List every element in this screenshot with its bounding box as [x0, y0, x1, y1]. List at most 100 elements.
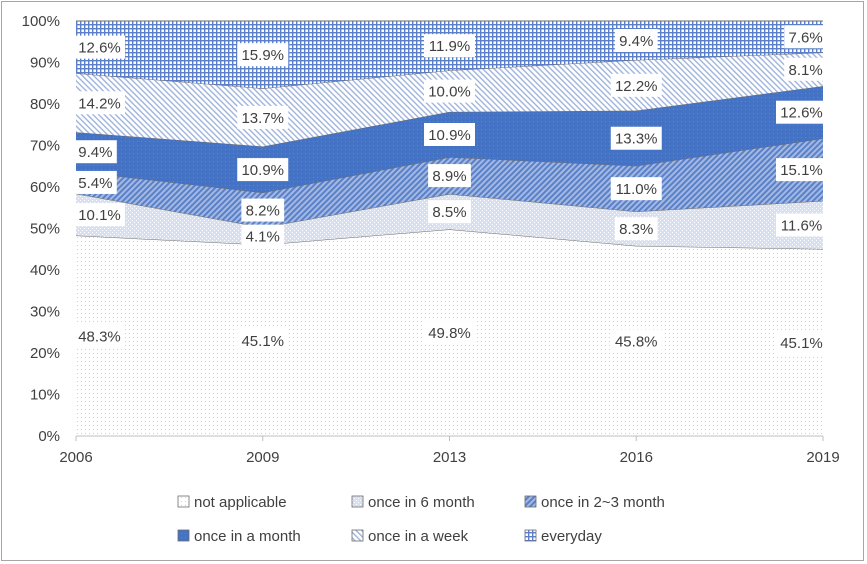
y-tick-label: 20%	[30, 345, 60, 362]
data-label-box	[237, 158, 289, 182]
data-label-text: 14.2%	[78, 95, 121, 112]
x-tick-label: 2009	[246, 449, 279, 466]
y-tick-label: 10%	[30, 387, 60, 404]
data-label-box	[776, 331, 827, 355]
axes: 2006 2009 2013 2016 2019 0% 10% 20% 30% 40% 50% 60%…	[22, 13, 840, 466]
legend-swatch	[351, 529, 364, 542]
x-tick-label: 2016	[620, 449, 653, 466]
data-label: 11.9%	[424, 34, 475, 58]
legend-label: everyday	[541, 528, 602, 545]
data-label: 15.9%	[237, 43, 289, 67]
x-tick-label: 2013	[433, 449, 466, 466]
data-label: 45.1%	[237, 328, 289, 352]
legend-item: once in 2~3 month	[524, 494, 665, 511]
data-label-text: 10.0%	[428, 84, 471, 101]
legend-swatch	[351, 495, 364, 508]
data-label-box	[610, 73, 662, 97]
y-tick-label: 40%	[30, 262, 60, 279]
data-label: 12.6%	[74, 35, 125, 59]
y-tick-label: 30%	[30, 304, 60, 321]
data-label-box	[237, 328, 289, 352]
data-label: 13.7%	[237, 105, 289, 129]
legend-item: once in a month	[177, 528, 301, 545]
data-label-box	[614, 29, 658, 53]
data-label-box	[424, 34, 475, 58]
data-label-box	[74, 35, 125, 59]
data-label-text: 13.3%	[615, 131, 658, 148]
data-label-text: 9.4%	[78, 144, 112, 161]
data-label-box	[428, 200, 471, 224]
data-label: 9.4%	[614, 29, 658, 53]
data-label-box	[776, 158, 827, 182]
data-label: 12.2%	[610, 73, 662, 97]
data-label: 8.9%	[428, 164, 471, 188]
data-label: 48.3%	[74, 324, 125, 348]
data-label: 10.1%	[74, 203, 125, 227]
legend-swatch	[524, 529, 537, 542]
data-label-box	[237, 43, 289, 67]
y-tick-label: 80%	[30, 96, 60, 113]
y-tick-label: 0%	[38, 428, 60, 445]
data-label-text: 15.9%	[241, 47, 284, 64]
legend-swatch	[177, 529, 190, 542]
data-label: 45.8%	[610, 329, 662, 353]
data-label-text: 8.3%	[619, 221, 653, 238]
data-label: 10.0%	[424, 79, 475, 103]
data-label-box	[74, 324, 125, 348]
data-label-text: 11.6%	[781, 217, 822, 234]
data-label-text: 11.0%	[616, 181, 657, 198]
legend-swatch	[524, 495, 537, 508]
y-tick-label: 60%	[30, 179, 60, 196]
data-label-box	[241, 224, 285, 248]
data-label: 10.9%	[424, 123, 475, 147]
data-label-text: 5.4%	[78, 175, 112, 192]
legend-label: once in a month	[194, 528, 301, 545]
legend-swatch	[177, 495, 190, 508]
data-label: 13.3%	[610, 126, 662, 150]
data-label-text: 8.9%	[432, 168, 466, 185]
data-label: 45.1%	[776, 331, 827, 355]
y-tick-label: 70%	[30, 138, 60, 155]
data-label-box	[424, 79, 475, 103]
data-label: 4.1%	[241, 224, 285, 248]
data-label: 49.8%	[424, 321, 475, 345]
data-label: 8.5%	[428, 200, 471, 224]
data-label-text: 8.5%	[432, 204, 466, 221]
y-tick-label: 90%	[30, 55, 60, 72]
data-label-box	[241, 198, 285, 222]
data-label-text: 12.6%	[780, 105, 823, 122]
legend-label: not applicable	[194, 494, 287, 511]
data-label-box	[74, 140, 117, 164]
data-label-text: 10.9%	[428, 127, 471, 144]
x-tick-label: 2006	[59, 449, 92, 466]
data-label-box	[776, 213, 827, 237]
data-label: 5.4%	[74, 170, 117, 194]
data-label: 14.2%	[74, 91, 125, 115]
data-label: 7.6%	[784, 25, 827, 49]
data-label-box	[784, 25, 827, 49]
data-label-text: 12.2%	[615, 78, 658, 95]
data-label-text: 45.1%	[780, 335, 823, 352]
data-label: 15.1%	[776, 158, 827, 182]
data-label-text: 8.1%	[788, 62, 822, 79]
data-label-text: 12.6%	[78, 40, 121, 57]
data-label-box	[74, 203, 125, 227]
x-tick-label: 2019	[806, 449, 839, 466]
data-label-text: 10.9%	[241, 162, 284, 179]
y-tick-label: 100%	[22, 13, 60, 30]
data-label: 8.3%	[614, 217, 658, 241]
data-label-text: 45.1%	[241, 333, 284, 350]
data-label-text: 4.1%	[246, 229, 280, 246]
data-label-box	[610, 329, 662, 353]
data-label-box	[424, 123, 475, 147]
legend-item: once in a week	[351, 528, 469, 545]
data-label-text: 9.4%	[619, 33, 653, 50]
data-label: 8.2%	[241, 198, 285, 222]
data-label: 11.0%	[610, 177, 662, 201]
data-label-box	[424, 321, 475, 345]
data-label-box	[610, 126, 662, 150]
data-label: 11.6%	[776, 213, 827, 237]
y-tick-label: 50%	[30, 221, 60, 238]
legend-item: everyday	[524, 528, 602, 545]
